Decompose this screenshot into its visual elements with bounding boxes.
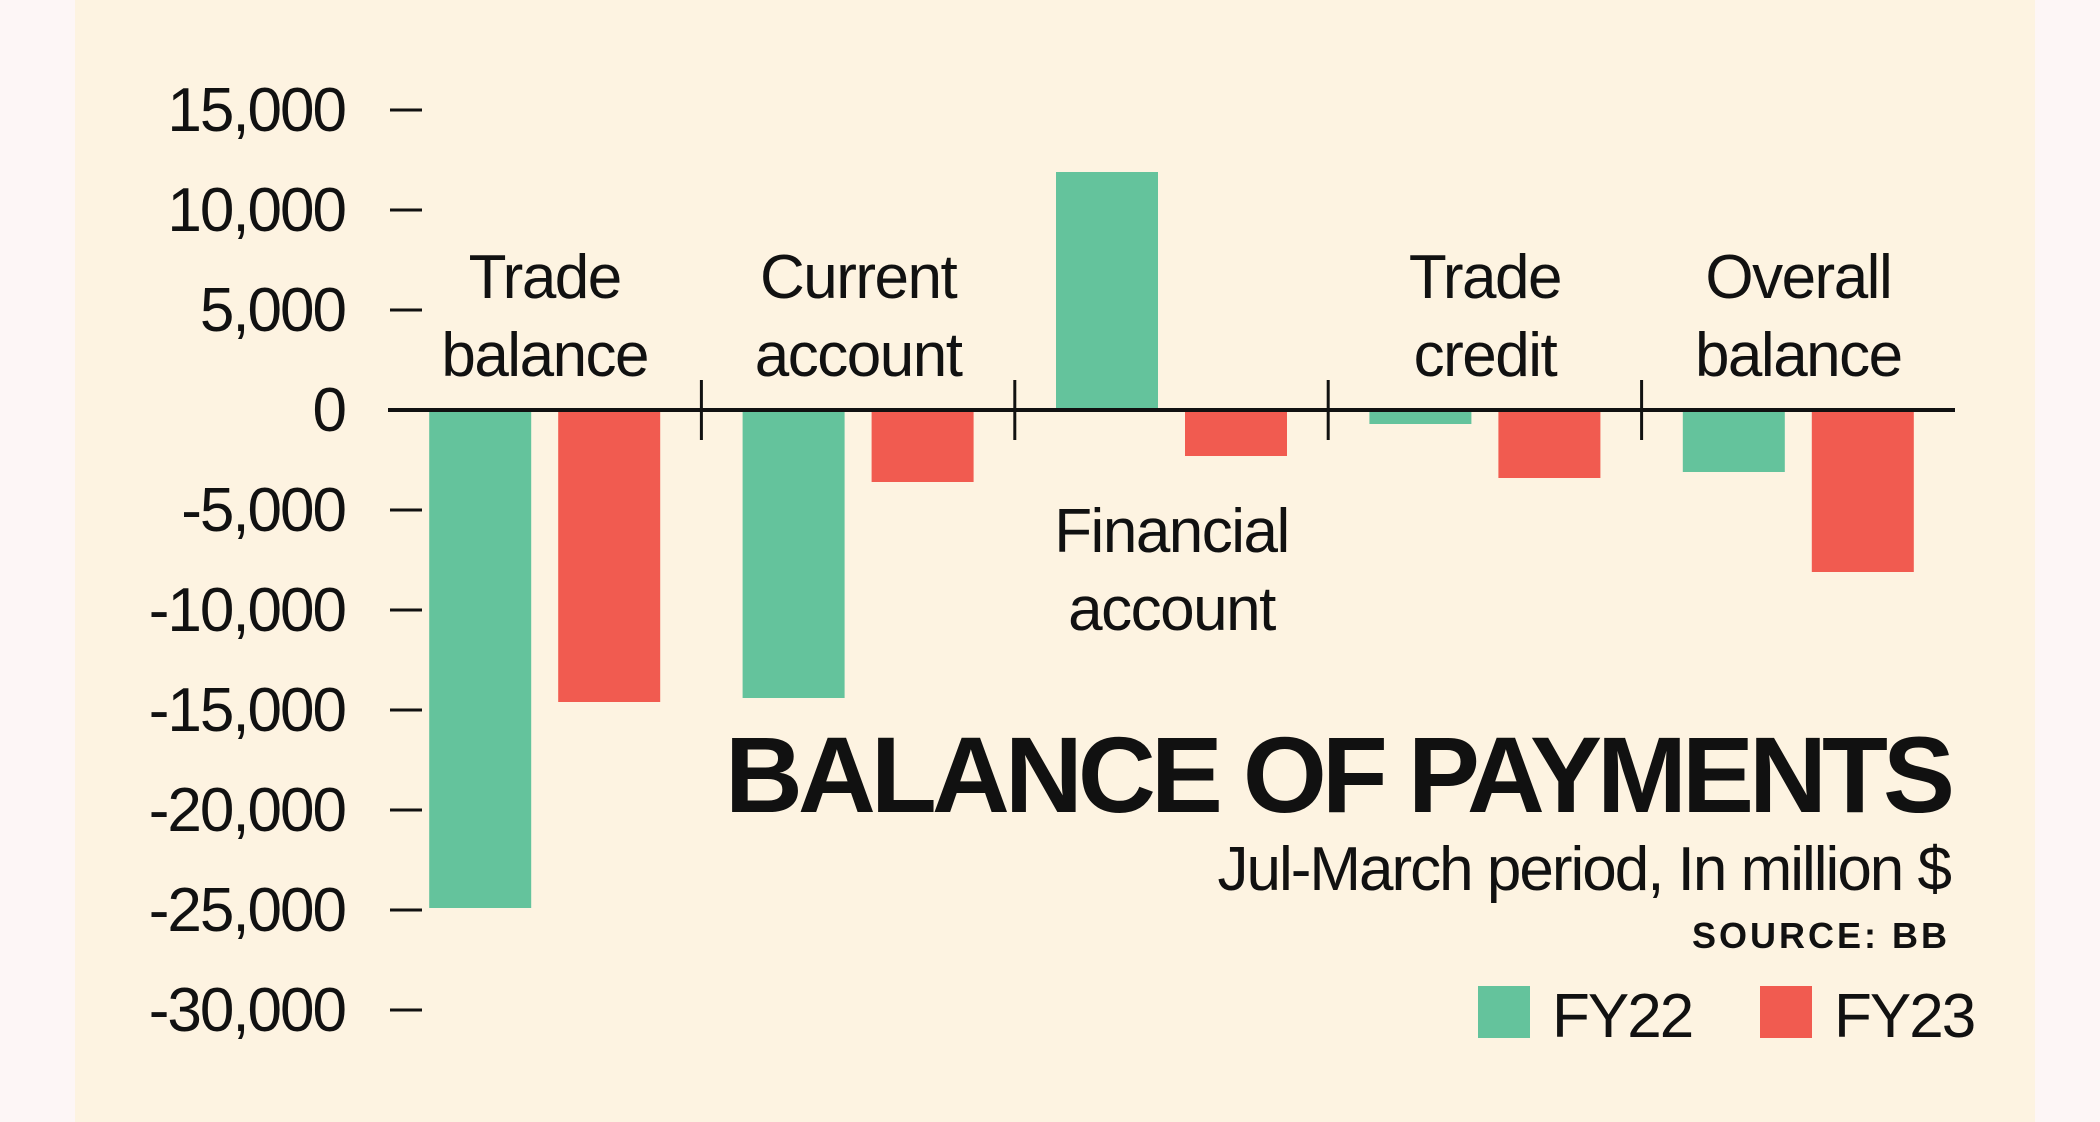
y-tick-label: -10,000 xyxy=(149,576,346,645)
y-tick-label: -30,000 xyxy=(149,976,346,1045)
category-label: account xyxy=(755,321,963,390)
bar-fy22-3 xyxy=(1369,410,1472,424)
bar-fy23-0 xyxy=(558,410,661,702)
bar-fy23-3 xyxy=(1498,410,1601,478)
y-axis: 15,000 10,000 5,000 0 -5,000 -10,000 -15,000 -2… xyxy=(149,76,422,1045)
category-labels: Trade balance Current account Financial accou… xyxy=(441,243,1903,644)
legend-swatch-fy22 xyxy=(1478,986,1530,1038)
legend-label-fy22: FY22 xyxy=(1552,982,1692,1051)
y-tick-label: -5,000 xyxy=(181,476,345,545)
category-label: Trade xyxy=(1409,243,1561,312)
bars xyxy=(429,172,1914,908)
bar-fy23-4 xyxy=(1811,410,1914,572)
category-label: balance xyxy=(1695,321,1902,390)
chart-title: BALANCE OF PAYMENTS xyxy=(725,714,1951,835)
chart-panel xyxy=(75,0,2035,1122)
category-label: account xyxy=(1068,575,1276,644)
y-tick-label: 10,000 xyxy=(167,176,345,245)
y-tick-label: 0 xyxy=(313,376,346,445)
chart-source: SOURCE: BB xyxy=(1692,915,1950,956)
category-label: balance xyxy=(441,321,648,390)
category-label: credit xyxy=(1414,321,1558,390)
category-label: Current xyxy=(760,243,958,312)
bar-fy22-4 xyxy=(1682,410,1785,472)
category-label: Financial xyxy=(1054,497,1289,566)
category-label: Overall xyxy=(1705,243,1891,312)
zero-baseline xyxy=(388,380,1955,440)
y-tick-label: -25,000 xyxy=(149,876,346,945)
legend-swatch-fy23 xyxy=(1760,986,1812,1038)
y-tick-label: 5,000 xyxy=(200,276,346,345)
y-tick-label: -20,000 xyxy=(149,776,346,845)
category-label: Trade xyxy=(469,243,621,312)
chart-subtitle: Jul-March period, In million $ xyxy=(1217,835,1951,904)
y-tick-label: 15,000 xyxy=(167,76,345,145)
bar-fy22-2 xyxy=(1056,172,1158,410)
bar-fy22-0 xyxy=(429,410,532,908)
legend: FY22 FY23 xyxy=(1478,982,1976,1051)
bar-fy23-1 xyxy=(871,410,974,482)
legend-label-fy23: FY23 xyxy=(1834,982,1974,1051)
y-tick-label: -15,000 xyxy=(149,676,346,745)
bar-fy23-2 xyxy=(1185,410,1287,456)
bar-fy22-1 xyxy=(742,410,845,698)
